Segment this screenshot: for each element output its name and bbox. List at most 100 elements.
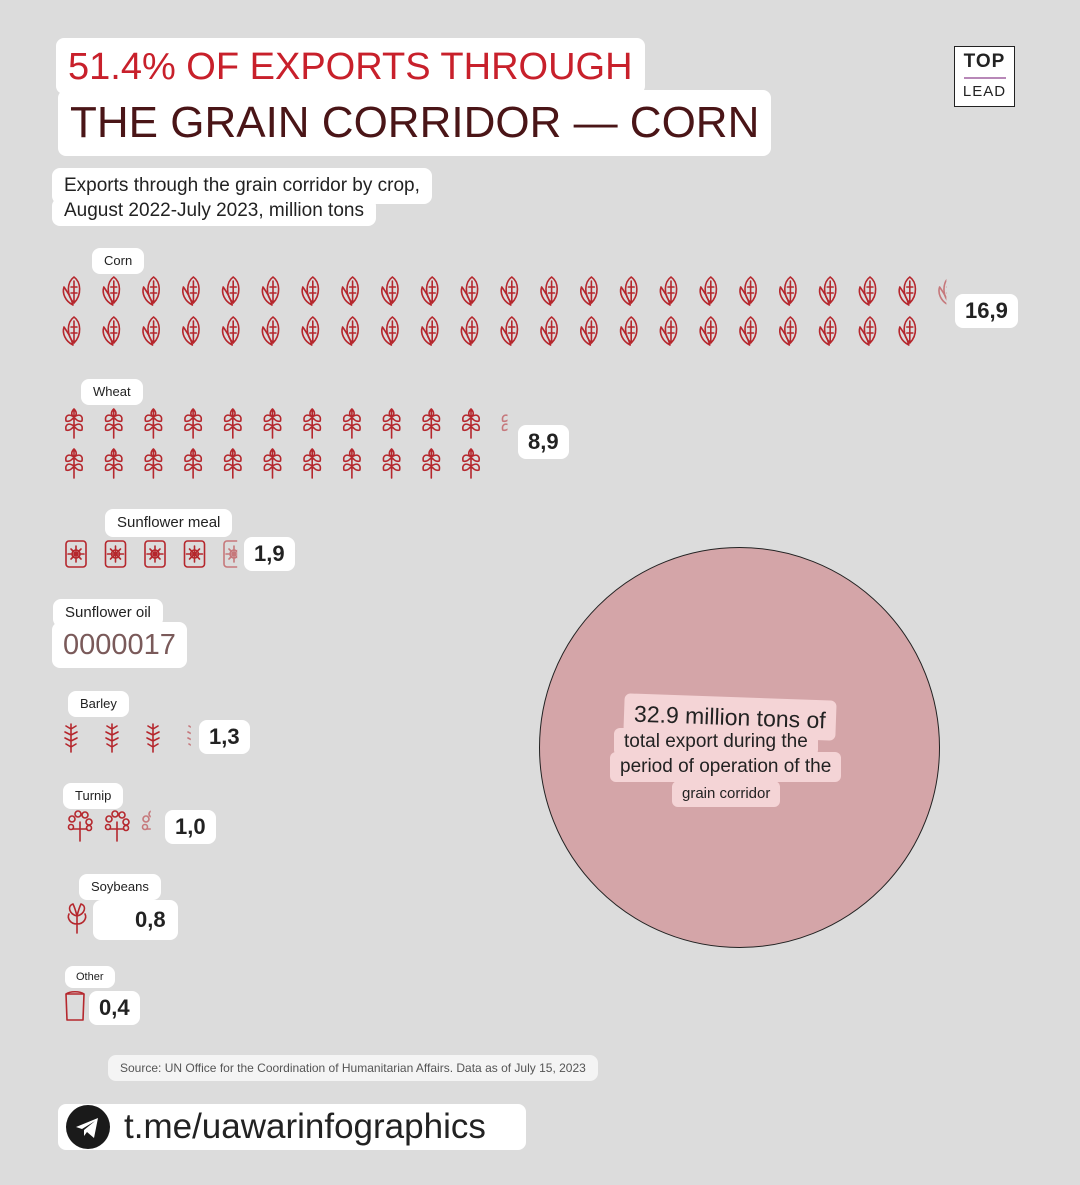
total-text-line-2: total export during the [614, 728, 818, 756]
barley-icon-4 [64, 723, 78, 753]
corn-icon-0 [221, 316, 240, 346]
turnip-icon-partial-5 [141, 810, 151, 831]
label-sunflower-meal: Sunflower meal [105, 509, 233, 537]
sack-icon-2 [183, 540, 206, 568]
telegram-icon [66, 1105, 110, 1149]
corn-icon-0 [898, 276, 917, 306]
corn-icon-0 [779, 316, 797, 346]
label-other: Other [65, 966, 115, 988]
corn-icon-0 [739, 316, 758, 346]
soy-icon-6 [67, 903, 87, 934]
telegram-channel-text: t.me/uawarinfographics [124, 1107, 486, 1146]
corn-icon-0 [858, 276, 877, 306]
corn-icon-0 [420, 316, 439, 346]
corn-icon-0 [779, 276, 797, 306]
source-note: Source: UN Office for the Coordination o… [108, 1055, 598, 1081]
corn-icon-0 [898, 316, 917, 346]
value-barley: 1,3 [199, 720, 250, 754]
barley-icon-4 [105, 723, 119, 753]
value-sunflower-oil: 0000017 [52, 622, 187, 668]
corn-icon-0 [341, 276, 360, 306]
corn-icon-0 [580, 276, 598, 306]
wheat-icon-1 [65, 408, 83, 439]
corn-icon-partial-0 [938, 279, 947, 305]
corn-icon-0 [619, 316, 638, 346]
total-text-line-3: period of operation of the [610, 752, 842, 782]
corn-icon-0 [460, 276, 479, 306]
corn-icon-0 [500, 276, 519, 306]
wheat-icon-1 [104, 448, 123, 479]
label-barley: Barley [68, 691, 129, 717]
wheat-icon-1 [462, 408, 480, 439]
barley-icon-4 [146, 723, 160, 753]
corn-icon-0 [142, 316, 161, 346]
wheat-icon-1 [303, 408, 322, 439]
value-other: 0,4 [89, 991, 140, 1025]
wheat-icon-1 [382, 408, 401, 439]
turnip-icon-5 [67, 810, 93, 842]
wheat-icon-1 [462, 448, 480, 479]
wheat-icon-1 [223, 408, 242, 439]
corn-icon-0 [420, 276, 439, 306]
value-turnip: 1,0 [165, 810, 216, 844]
wheat-icon-1 [382, 448, 401, 479]
corn-icon-0 [619, 276, 638, 306]
corn-icon-0 [739, 276, 758, 306]
corn-icon-0 [221, 276, 240, 306]
corn-icon-0 [341, 316, 360, 346]
corn-icon-0 [62, 276, 81, 306]
wheat-icon-partial-1 [501, 414, 508, 432]
corn-icon-0 [500, 316, 519, 346]
corn-icon-0 [818, 276, 837, 306]
label-wheat: Wheat [81, 379, 143, 405]
turnip-icon-5 [104, 810, 130, 842]
wheat-icon-1 [263, 408, 282, 439]
value-sunflower-meal: 1,9 [244, 537, 295, 571]
wheat-icon-1 [184, 448, 203, 479]
wheat-icon-1 [422, 408, 441, 439]
corn-icon-0 [62, 316, 81, 346]
corn-icon-0 [580, 316, 598, 346]
title-line-1: 51.4% OF EXPORTS THROUGH [56, 38, 645, 94]
corn-icon-0 [381, 276, 399, 306]
corn-icon-0 [699, 276, 718, 306]
corn-icon-0 [102, 276, 121, 306]
wheat-icon-1 [144, 448, 163, 479]
corn-icon-0 [102, 316, 121, 346]
corn-icon-0 [540, 316, 559, 346]
corn-icon-0 [659, 276, 678, 306]
sack-icon-2 [104, 540, 127, 568]
value-wheat: 8,9 [518, 425, 569, 459]
wheat-icon-1 [104, 408, 123, 439]
corn-icon-0 [540, 276, 559, 306]
subtitle-line-2: August 2022-July 2023, million tons [52, 198, 376, 226]
toplead-logo: TOP LEAD [954, 46, 1015, 107]
bag-icon-7 [65, 990, 85, 1021]
wheat-icon-1 [223, 448, 242, 479]
telegram-link[interactable]: t.me/uawarinfographics [58, 1104, 526, 1150]
total-text-line-4: grain corridor [672, 781, 781, 807]
corn-icon-0 [818, 316, 837, 346]
wheat-icon-1 [422, 448, 441, 479]
wheat-icon-1 [184, 408, 203, 439]
wheat-icon-1 [342, 448, 361, 479]
wheat-icon-1 [65, 448, 83, 479]
corn-icon-0 [858, 316, 877, 346]
corn-icon-0 [182, 316, 200, 346]
wheat-icon-1 [342, 408, 361, 439]
logo-bottom-text: LEAD [962, 83, 1007, 100]
sack-icon-2 [144, 540, 166, 568]
sack-icon-2 [65, 540, 87, 568]
corn-icon-0 [261, 276, 280, 306]
corn-icon-0 [142, 276, 161, 306]
sack-icon-partial-2 [223, 540, 238, 568]
value-corn: 16,9 [955, 294, 1018, 328]
corn-icon-0 [301, 276, 320, 306]
label-soybeans: Soybeans [79, 874, 161, 900]
wheat-icon-1 [144, 408, 163, 439]
label-turnip: Turnip [63, 783, 124, 809]
corn-icon-0 [659, 316, 678, 346]
title-line-2: THE GRAIN CORRIDOR — CORN [58, 90, 772, 156]
corn-icon-0 [301, 316, 320, 346]
